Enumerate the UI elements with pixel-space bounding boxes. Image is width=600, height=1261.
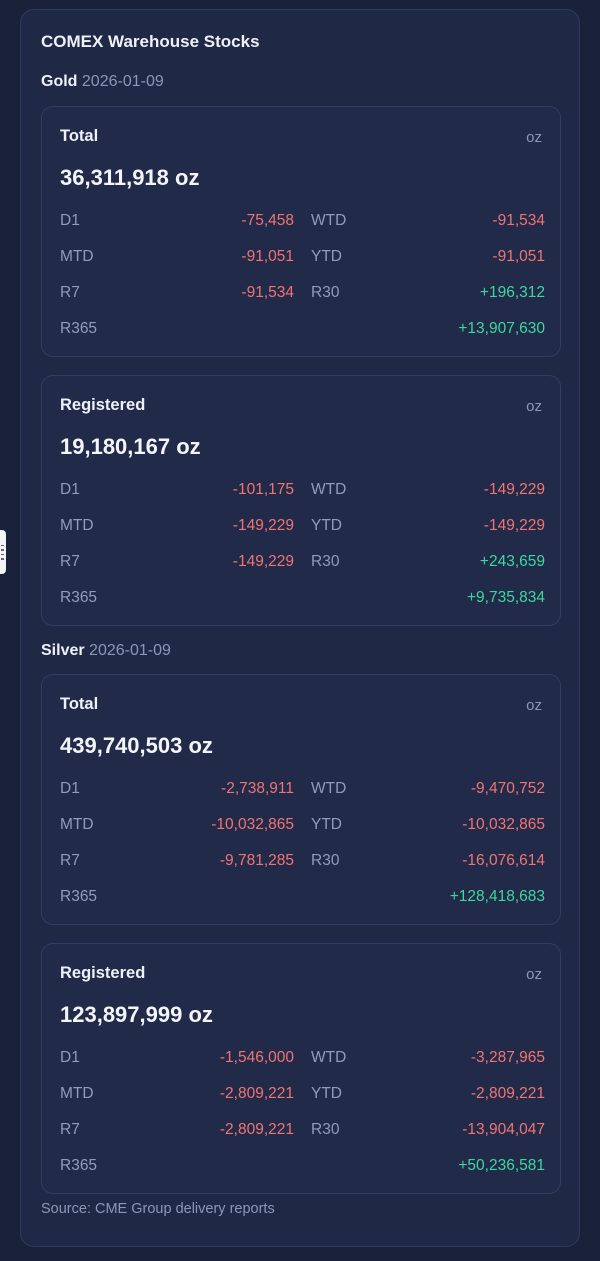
metric-label-wtd: WTD [311,481,347,498]
metric-value-ytd: -91,051 [492,248,545,265]
metric-value-r30: -16,076,614 [462,852,545,869]
metric-label-r365: R365 [60,589,98,606]
metric-label-mtd: MTD [60,1085,94,1102]
metric-value-r365: +13,907,630 [458,320,545,337]
metric-label-ytd: YTD [311,248,342,265]
metric-label-r365: R365 [60,320,98,337]
metric-label-wtd: WTD [311,780,347,797]
metric-value-r365: +9,735,834 [466,589,545,606]
stock-value: 123,897,999 oz [60,1002,213,1027]
metric-value-r7: -149,229 [232,553,294,570]
metric-label-r7: R7 [60,553,80,570]
metric-label-r30: R30 [311,553,340,570]
metric-value-r30: +243,659 [479,553,545,570]
metric-value-d1: -2,738,911 [221,780,294,797]
metric-label-d1: D1 [60,1049,80,1066]
metric-value-wtd: -9,470,752 [470,780,545,797]
metric-value-r7: -9,781,285 [219,852,294,869]
metric-value-r365: +50,236,581 [458,1157,545,1174]
gold-registered-card: Registered oz 19,180,167 oz D1 -101,175 … [41,375,561,626]
unit-label: oz [526,129,542,146]
card-label: Total [60,695,99,713]
unit-label: oz [526,966,542,983]
metric-label-d1: D1 [60,481,80,498]
metric-label-d1: D1 [60,780,80,797]
metric-value-d1: -75,458 [241,212,294,229]
unit-label: oz [526,697,542,714]
metric-value-r30: -13,904,047 [462,1121,545,1138]
report-date: 2026-01-09 [81,73,164,90]
metric-value-ytd: -2,809,221 [470,1085,545,1102]
metric-label-wtd: WTD [311,1049,347,1066]
metric-value-mtd: -2,809,221 [219,1085,294,1102]
metric-label-r365: R365 [60,888,98,905]
card-label: Total [60,127,99,145]
metric-value-wtd: -149,229 [483,481,545,498]
metric-label-mtd: MTD [60,248,94,265]
metric-label-wtd: WTD [311,212,347,229]
comex-stocks-widget: COMEX Warehouse Stocks Gold 2026-01-09 T… [20,9,580,1247]
metric-label-ytd: YTD [311,816,342,833]
silver-registered-card: Registered oz 123,897,999 oz D1 -1,546,0… [41,943,561,1194]
metric-label-r365: R365 [60,1157,98,1174]
grip-icon [0,553,4,555]
resize-handle[interactable] [0,530,6,574]
metric-label-ytd: YTD [311,1085,342,1102]
grip-icon [0,549,4,551]
metric-value-wtd: -3,287,965 [470,1049,545,1066]
metric-label-r30: R30 [311,852,340,869]
silver-total-card: Total oz 439,740,503 oz D1 -2,738,911 WT… [41,674,561,925]
metric-value-ytd: -149,229 [483,517,545,534]
stock-value: 36,311,918 oz [60,165,200,190]
metric-label-r7: R7 [60,284,80,301]
metric-value-mtd: -149,229 [232,517,294,534]
stock-value: 19,180,167 oz [60,434,201,459]
metric-value-ytd: -10,032,865 [462,816,545,833]
metric-value-mtd: -91,051 [241,248,294,265]
stock-value: 439,740,503 oz [60,733,213,758]
card-label: Registered [60,396,146,414]
metric-label-ytd: YTD [311,517,342,534]
widget-title: COMEX Warehouse Stocks [41,32,260,51]
gold-total-card: Total oz 36,311,918 oz D1 -75,458 WTD -9… [41,106,561,357]
metal-name: Silver [41,642,85,659]
metric-label-r30: R30 [311,1121,340,1138]
metric-value-r7: -91,534 [241,284,294,301]
metric-value-r30: +196,312 [479,284,545,301]
metric-label-r30: R30 [311,284,340,301]
source-note: Source: CME Group delivery reports [41,1201,275,1217]
metric-value-d1: -101,175 [232,481,294,498]
metric-value-d1: -1,546,000 [219,1049,294,1066]
metric-value-r365: +128,418,683 [449,888,545,905]
gold-section-header: Gold 2026-01-09 [41,73,164,91]
card-label: Registered [60,964,146,982]
grip-icon [0,544,4,546]
metric-label-r7: R7 [60,1121,80,1138]
metric-label-mtd: MTD [60,816,94,833]
metric-value-wtd: -91,534 [492,212,545,229]
metric-label-mtd: MTD [60,517,94,534]
unit-label: oz [526,398,542,415]
metric-label-d1: D1 [60,212,80,229]
metric-value-r7: -2,809,221 [219,1121,294,1138]
metric-value-mtd: -10,032,865 [211,816,294,833]
grip-icon [0,558,4,560]
report-date: 2026-01-09 [89,642,171,659]
metric-label-r7: R7 [60,852,80,869]
silver-section-header: Silver 2026-01-09 [41,642,171,660]
metal-name: Gold [41,73,78,90]
